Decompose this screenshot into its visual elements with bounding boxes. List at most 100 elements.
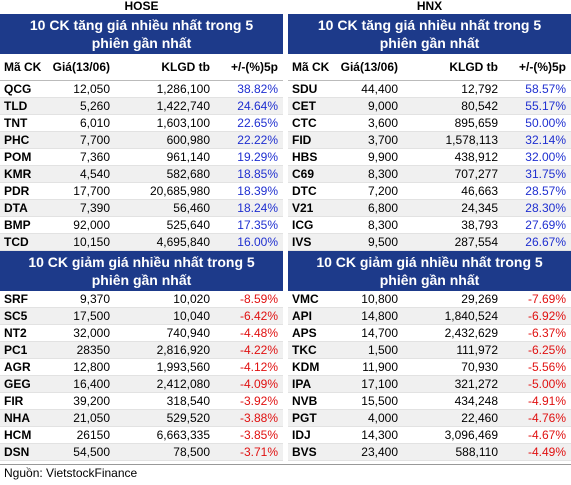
cell: 32,000 (73, 326, 110, 340)
table-row: DTA 7,390 56,460 18.24% (0, 200, 283, 217)
cell: 318,540 (166, 394, 210, 408)
cell: 600,980 (166, 133, 210, 147)
cell: 287,554 (454, 235, 498, 249)
cell: 20,685,980 (149, 184, 210, 198)
column-header: Giá(13/06) (340, 60, 398, 74)
table-row: GEG 16,400 2,412,080 -4.09% (0, 376, 283, 393)
cell: PDR (4, 184, 30, 198)
cell: 32.14% (525, 133, 566, 147)
cell: 44,400 (361, 82, 398, 96)
table-row: TKC 1,500 111,972 -6.25% (288, 342, 571, 359)
table-row: SRF 9,370 10,020 -8.59% (0, 291, 283, 308)
cell: -8.59% (239, 292, 278, 306)
header-row: Mã CK Giá(13/06) KLGD tb +/-(%)5p (0, 54, 283, 81)
cell: -5.00% (527, 377, 566, 391)
cell: 525,640 (166, 218, 210, 232)
cell: PC1 (4, 343, 28, 357)
table-row: NVB 15,500 434,248 -4.91% (288, 393, 571, 410)
header-row: Mã CK Giá(13/06) KLGD tb +/-(%)5p (288, 54, 571, 81)
cell: DTA (4, 201, 28, 215)
cell: SDU (292, 82, 318, 96)
cell: 16,400 (73, 377, 110, 391)
cell: SRF (4, 292, 28, 306)
exchange-title: HOSE (124, 0, 159, 13)
table-row: SC5 17,500 10,040 -6.42% (0, 308, 283, 325)
cell: NHA (4, 411, 30, 425)
cell: 1,286,100 (156, 82, 210, 96)
cell: AGR (4, 360, 31, 374)
table-row: ICG 8,300 38,793 27.69% (288, 217, 571, 234)
cell: -4.67% (527, 428, 566, 442)
table-row: BVS 23,400 588,110 -4.49% (288, 444, 571, 461)
cell: 70,930 (461, 360, 498, 374)
cell: 7,390 (79, 201, 110, 215)
cell: CET (292, 99, 316, 113)
cell: 9,500 (367, 235, 398, 249)
cell: -4.76% (527, 411, 566, 425)
cell: 32.00% (525, 150, 566, 164)
cell: 1,422,740 (156, 99, 210, 113)
cell: 24.64% (237, 99, 278, 113)
table-row: API 14,800 1,840,524 -6.92% (288, 308, 571, 325)
cell: 17,500 (73, 309, 110, 323)
cell: 14,800 (361, 309, 398, 323)
table-row: TCD 10,150 4,695,840 16.00% (0, 234, 283, 251)
table-row: POM 7,360 961,140 19.29% (0, 149, 283, 166)
cell: 2,432,629 (444, 326, 498, 340)
exchange-title: HNX (416, 0, 443, 13)
cell: IPA (292, 377, 312, 391)
table-row: IVS 9,500 287,554 26.67% (288, 234, 571, 251)
cell: TKC (292, 343, 317, 357)
cell: 38,793 (461, 218, 498, 232)
cell: 111,972 (456, 343, 498, 357)
cell: ICG (292, 218, 314, 232)
cell: NVB (292, 394, 318, 408)
cell: 588,110 (455, 445, 499, 459)
cell: 4,540 (79, 167, 110, 181)
divider (0, 464, 571, 465)
cell: -6.37% (527, 326, 566, 340)
cell: 54,500 (73, 445, 110, 459)
cell: 438,912 (454, 150, 498, 164)
cell: 31.75% (525, 167, 566, 181)
cell: 1,840,524 (444, 309, 498, 323)
cell: 11,900 (362, 360, 398, 374)
table-row: VMC 10,800 29,269 -7.69% (288, 291, 571, 308)
cell: 10,800 (361, 292, 398, 306)
cell: 56,460 (173, 201, 210, 215)
table-row: PHC 7,700 600,980 22.22% (0, 132, 283, 149)
table-row: BMP 92,000 525,640 17.35% (0, 217, 283, 234)
cell: -4.91% (527, 394, 566, 408)
table-row: KMR 4,540 582,680 18.85% (0, 166, 283, 183)
table-row: V21 6,800 24,345 28.30% (288, 200, 571, 217)
column-header: Mã CK (4, 60, 42, 74)
cell: -7.69% (527, 292, 566, 306)
cell: -3.85% (239, 428, 278, 442)
panel: HNX 10 CK tăng giá nhiều nhất trong 5 phi… (288, 0, 571, 465)
cell: 22,460 (461, 411, 498, 425)
cell: 24,345 (461, 201, 498, 215)
cell: 1,603,100 (156, 116, 210, 130)
table-row: DSN 54,500 78,500 -3.71% (0, 444, 283, 461)
cell: 26150 (76, 428, 110, 442)
table-row: FID 3,700 1,578,113 32.14% (288, 132, 571, 149)
table-row: CET 9,000 80,542 55.17% (288, 98, 571, 115)
table-row: TLD 5,260 1,422,740 24.64% (0, 98, 283, 115)
cell: 15,500 (361, 394, 398, 408)
cell: 3,096,469 (444, 428, 498, 442)
column-header: KLGD tb (161, 60, 210, 74)
cell: 92,000 (73, 218, 110, 232)
table-row: TNT 6,010 1,603,100 22.65% (0, 115, 283, 132)
cell: 2,412,080 (156, 377, 210, 391)
cell: HCM (4, 428, 32, 442)
cell: -6.25% (527, 343, 566, 357)
cell: 10,020 (173, 292, 210, 306)
table-row: HCM 26150 6,663,335 -3.85% (0, 427, 283, 444)
cell: 55.17% (525, 99, 566, 113)
cell: 4,000 (367, 411, 398, 425)
column-header: Giá(13/06) (52, 60, 110, 74)
table-row: SDU 44,400 12,792 58.57% (288, 81, 571, 98)
cell: 9,000 (367, 99, 398, 113)
column-header: +/-(%)5p (518, 60, 566, 74)
column-header: Mã CK (292, 60, 330, 74)
